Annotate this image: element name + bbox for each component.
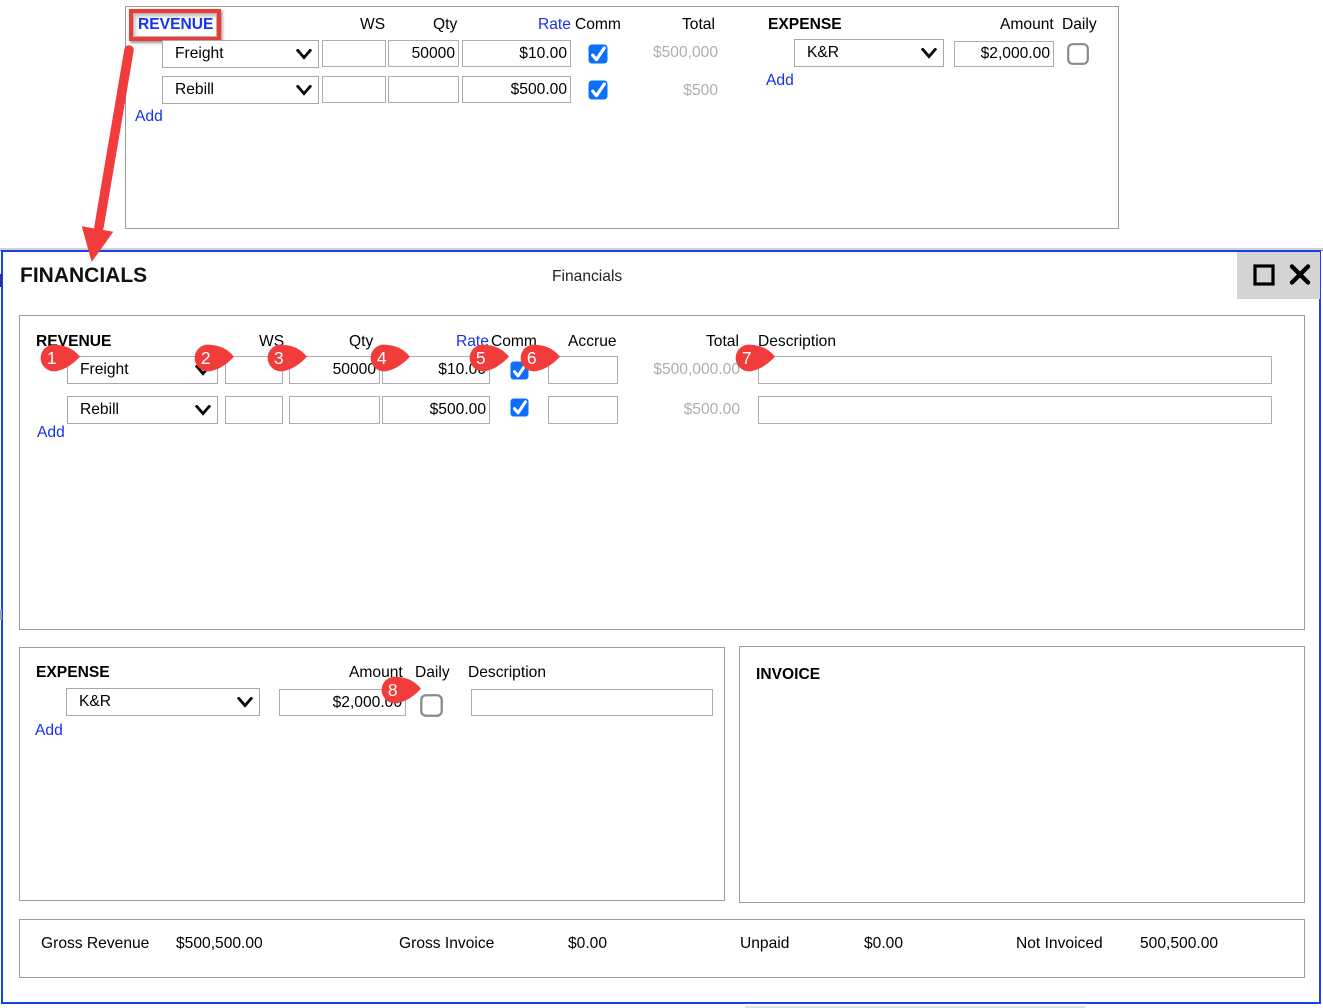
svg-text:8: 8 (388, 680, 398, 700)
svg-text:6: 6 (527, 348, 537, 368)
svg-text:1: 1 (47, 348, 57, 368)
svg-text:4: 4 (377, 348, 387, 368)
svg-text:7: 7 (742, 348, 752, 368)
svg-text:2: 2 (201, 348, 211, 368)
svg-text:3: 3 (274, 348, 284, 368)
svg-text:5: 5 (476, 348, 486, 368)
